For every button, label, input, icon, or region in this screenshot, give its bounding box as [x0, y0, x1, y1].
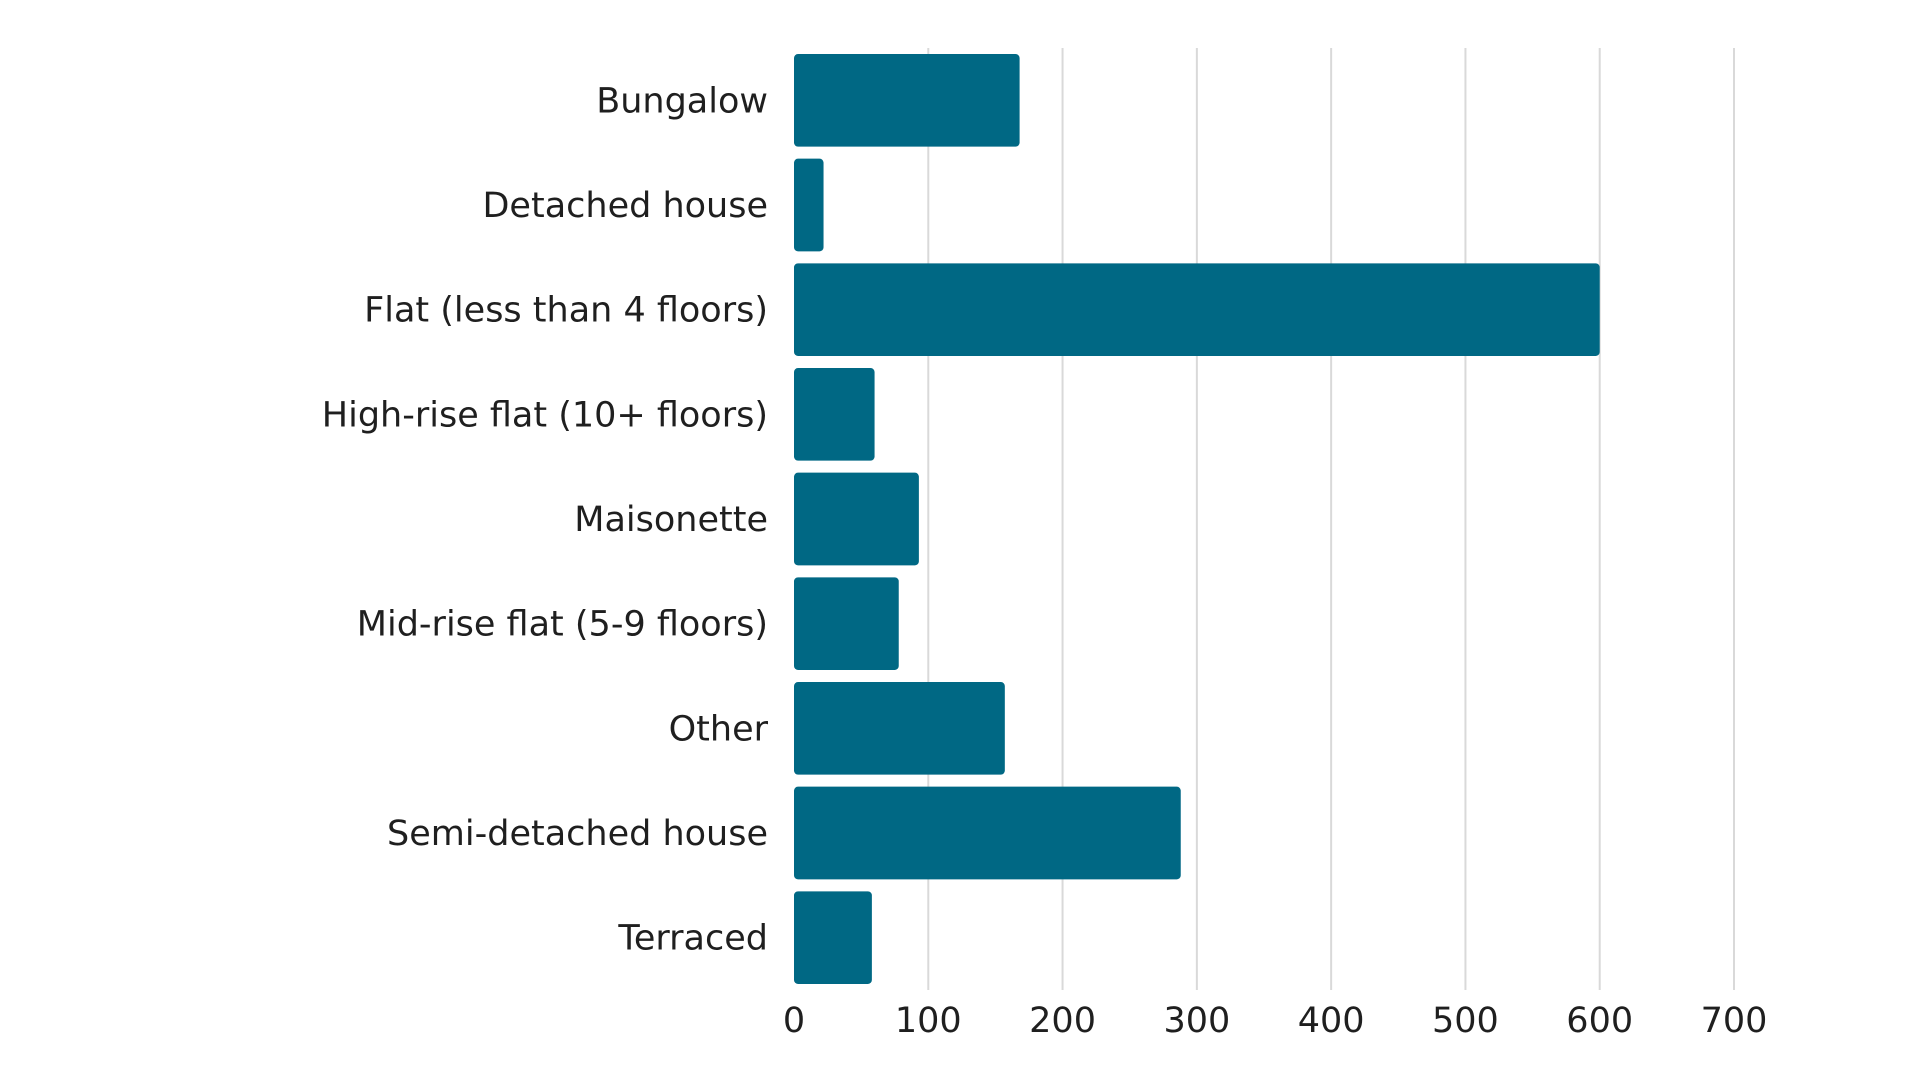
bar	[794, 891, 872, 984]
category-label: Semi-detached house	[387, 814, 768, 854]
gridlines	[927, 48, 1735, 990]
x-tick-label: 300	[1163, 1001, 1230, 1041]
category-label: High-rise flat (10+ floors)	[322, 395, 768, 435]
category-label: Bungalow	[596, 81, 768, 121]
x-tick-label: 500	[1432, 1001, 1499, 1041]
category-label: Mid-rise flat (5-9 floors)	[357, 605, 768, 645]
category-label: Maisonette	[574, 500, 768, 540]
bar	[794, 54, 1020, 147]
x-tick-label: 0	[783, 1001, 805, 1041]
bar	[794, 682, 1005, 775]
x-tick-label: 100	[895, 1001, 962, 1041]
bar	[794, 368, 875, 461]
bar	[794, 786, 1181, 880]
bar	[794, 158, 824, 252]
x-tick-label: 200	[1029, 1001, 1096, 1041]
x-tick-label: 400	[1298, 1001, 1365, 1041]
x-tick-labels: 0 100 200 300 400 500 600 700	[783, 1001, 1768, 1041]
category-label: Detached house	[482, 186, 768, 226]
category-label: Flat (less than 4 floors)	[364, 291, 768, 331]
bar	[794, 577, 899, 670]
x-tick-label: 600	[1566, 1001, 1633, 1041]
category-label: Terraced	[617, 919, 768, 959]
category-label: Other	[669, 709, 769, 749]
category-labels: Bungalow Detached house Flat (less than 4 …	[322, 81, 769, 958]
x-tick-label: 700	[1701, 1001, 1768, 1041]
bar	[794, 472, 919, 566]
bar	[794, 263, 1600, 356]
bars	[794, 54, 1600, 984]
